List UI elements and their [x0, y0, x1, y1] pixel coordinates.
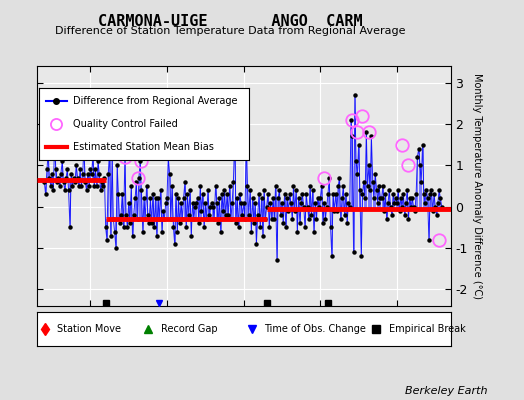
- Text: Difference from Regional Average: Difference from Regional Average: [73, 96, 237, 106]
- Text: Difference of Station Temperature Data from Regional Average: Difference of Station Temperature Data f…: [56, 26, 406, 36]
- Text: Empirical Break: Empirical Break: [389, 324, 465, 334]
- Text: Estimated Station Mean Bias: Estimated Station Mean Bias: [73, 142, 214, 152]
- Text: Record Gap: Record Gap: [161, 324, 217, 334]
- Text: Station Move: Station Move: [58, 324, 122, 334]
- Text: CARMONA-UIGE       ANGO  CARM: CARMONA-UIGE ANGO CARM: [98, 14, 363, 29]
- Text: Time of Obs. Change: Time of Obs. Change: [265, 324, 366, 334]
- Y-axis label: Monthly Temperature Anomaly Difference (°C): Monthly Temperature Anomaly Difference (…: [472, 73, 482, 299]
- Text: Berkeley Earth: Berkeley Earth: [405, 386, 487, 396]
- Text: Quality Control Failed: Quality Control Failed: [73, 119, 178, 129]
